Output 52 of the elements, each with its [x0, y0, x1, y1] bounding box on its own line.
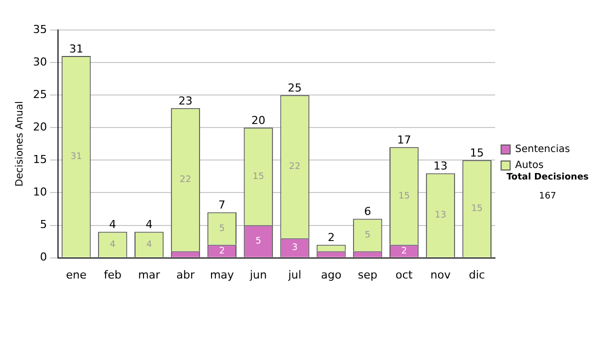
x-tick-label: mar: [138, 268, 161, 282]
x-tick-label: feb: [104, 268, 122, 282]
data-label: 5: [219, 224, 225, 234]
data-label: 2: [401, 246, 407, 256]
data-label: 31: [70, 152, 82, 162]
total-label: 15: [470, 146, 484, 160]
total-label: 20: [251, 114, 266, 127]
total-label: 13: [433, 160, 448, 173]
x-tick-label: oct: [396, 268, 414, 282]
x-tick-label: jul: [287, 268, 302, 282]
total-label: 4: [146, 218, 153, 232]
y-tick-label: 15: [32, 153, 47, 166]
x-tick-label: dic: [468, 268, 485, 282]
total-label: 6: [364, 205, 372, 218]
data-label: 3: [292, 243, 298, 254]
data-label: 5: [255, 236, 262, 247]
total-label: 17: [397, 134, 412, 147]
y-tick-label: 25: [32, 88, 47, 101]
total-label: 31: [69, 42, 84, 56]
y-tick-label: 30: [32, 55, 47, 68]
total-label: 7: [218, 198, 226, 212]
total-label: 23: [178, 94, 192, 108]
x-tick-label: nov: [430, 268, 452, 282]
y-tick-label: 10: [32, 186, 47, 199]
data-label: 15: [398, 191, 410, 202]
y-axis-title: Decisiones Anual: [14, 101, 26, 187]
data-label: 22: [180, 175, 192, 186]
data-label: 2: [219, 246, 225, 256]
data-label: 4: [110, 240, 116, 250]
legend-label: Autos: [515, 160, 544, 172]
text: Total Decisiones: [506, 172, 589, 182]
x-tick-label: ago: [320, 268, 342, 282]
data-label: 22: [289, 162, 301, 172]
data-label: 15: [471, 204, 483, 214]
legend-label: Sentencias: [515, 144, 570, 156]
x-tick-label: may: [210, 268, 234, 282]
data-label: 15: [252, 172, 264, 182]
y-tick-label: 5: [40, 218, 47, 232]
x-tick-label: sep: [358, 268, 378, 282]
data-label: 13: [434, 210, 446, 221]
text: 167: [538, 191, 556, 202]
x-tick-label: jun: [248, 268, 267, 282]
total-label: 4: [109, 218, 116, 232]
total-label: 25: [288, 81, 302, 94]
total-label: 2: [328, 231, 335, 244]
y-tick-label: 35: [32, 22, 47, 36]
x-tick-label: ene: [66, 268, 87, 282]
y-tick-label: 0: [40, 250, 47, 264]
data-label: 5: [364, 230, 371, 240]
data-label: 4: [146, 240, 152, 250]
x-tick-label: abr: [176, 268, 196, 282]
y-tick-label: 20: [32, 120, 47, 134]
